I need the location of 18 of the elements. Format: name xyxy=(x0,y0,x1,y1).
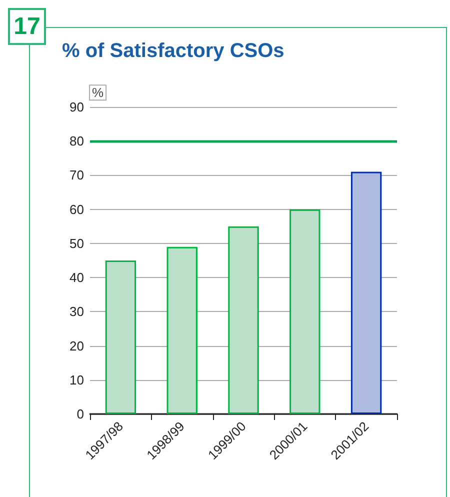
bar xyxy=(350,172,382,414)
bar xyxy=(228,226,259,414)
y-tick-label: 20 xyxy=(70,338,84,354)
y-axis-title: % xyxy=(92,85,104,100)
bar xyxy=(166,246,198,414)
text: 17 xyxy=(8,8,46,45)
y-tick-label: 50 xyxy=(70,236,84,251)
y-tick-label: 60 xyxy=(70,202,84,217)
bar xyxy=(105,260,136,414)
y-tick-label: 80 xyxy=(70,134,84,149)
y-tick-label: 90 xyxy=(70,100,84,114)
bar xyxy=(290,209,320,414)
y-tick-label: 70 xyxy=(70,168,84,183)
chart-title: % of Satisfactory CSOs xyxy=(62,40,284,62)
y-tick-label: 0 xyxy=(76,406,84,422)
y-tick-label: 10 xyxy=(70,372,84,388)
y-tick-label: 40 xyxy=(70,270,84,286)
y-tick-label: 30 xyxy=(70,304,84,320)
